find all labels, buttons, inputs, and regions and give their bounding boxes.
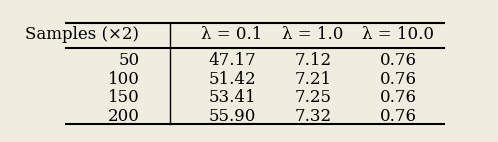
Text: 100: 100 (108, 71, 139, 88)
Text: 7.12: 7.12 (294, 52, 332, 69)
Text: λ = 1.0: λ = 1.0 (282, 26, 344, 43)
Text: 55.90: 55.90 (208, 108, 256, 125)
Text: 51.42: 51.42 (208, 71, 256, 88)
Text: 0.76: 0.76 (379, 52, 416, 69)
Text: 7.25: 7.25 (295, 89, 332, 106)
Text: 7.32: 7.32 (294, 108, 332, 125)
Text: λ = 10.0: λ = 10.0 (362, 26, 434, 43)
Text: 150: 150 (108, 89, 139, 106)
Text: 0.76: 0.76 (379, 71, 416, 88)
Text: 50: 50 (119, 52, 139, 69)
Text: Samples (×2): Samples (×2) (25, 26, 139, 43)
Text: λ = 0.1: λ = 0.1 (201, 26, 263, 43)
Text: 7.21: 7.21 (294, 71, 332, 88)
Text: 0.76: 0.76 (379, 108, 416, 125)
Text: 53.41: 53.41 (208, 89, 256, 106)
Text: 47.17: 47.17 (208, 52, 256, 69)
Text: 0.76: 0.76 (379, 89, 416, 106)
Text: 200: 200 (108, 108, 139, 125)
